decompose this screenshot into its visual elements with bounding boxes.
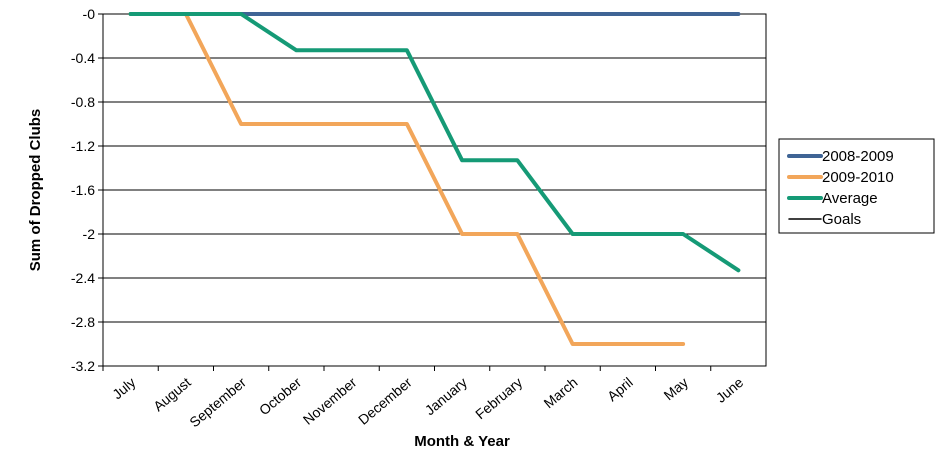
legend-label-2008-2009: 2008-2009: [822, 148, 894, 165]
y-tick-label: -2.8: [71, 314, 95, 330]
y-tick-label: -0.4: [71, 50, 95, 66]
legend-label-goals: Goals: [822, 211, 861, 228]
y-tick-label: -3.2: [71, 358, 95, 374]
x-axis-title: Month & Year: [414, 433, 510, 450]
x-tick-label: March: [540, 374, 580, 411]
x-tick-label: September: [186, 374, 249, 430]
legend-label-2009-2010: 2009-2010: [822, 169, 894, 186]
gridlines: [103, 13, 766, 367]
x-tick-label: October: [256, 374, 305, 418]
y-tick-label: -2.4: [71, 270, 95, 286]
legend-label-average: Average: [822, 190, 878, 207]
y-tick-label: -1.6: [71, 182, 95, 198]
x-tick-label: February: [472, 374, 525, 422]
y-axis-ticks: -0 -0.4 -0.8 -1.2 -1.6 -2 -2.4 -2.8 -3.2: [71, 6, 103, 374]
legend: 2008-2009 2009-2010 Average Goals: [778, 138, 935, 234]
y-tick-label: -0.8: [71, 94, 95, 110]
x-tick-label: December: [355, 374, 415, 428]
x-tick-label: May: [661, 374, 692, 403]
y-tick-label: -1.2: [71, 138, 95, 154]
series-line-2009-2010: [128, 12, 686, 346]
y-tick-label: -2: [83, 226, 96, 242]
x-tick-label: August: [150, 374, 194, 414]
x-tick-label: January: [422, 374, 470, 418]
x-tick-label: April: [604, 374, 636, 404]
x-tick-label: June: [713, 374, 747, 406]
y-tick-label: -0: [83, 6, 96, 22]
series-lines: [128, 12, 741, 346]
series-line-average: [128, 12, 741, 273]
x-tick-label: July: [109, 374, 138, 402]
y-axis-title: Sum of Dropped Clubs: [27, 109, 44, 272]
x-tick-label: November: [300, 374, 360, 428]
